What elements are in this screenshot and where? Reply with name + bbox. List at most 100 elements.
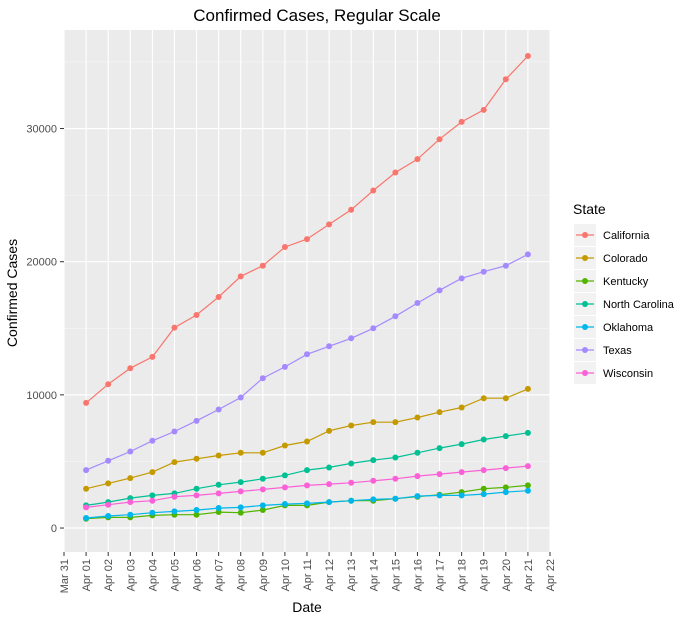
data-point: [237, 509, 244, 516]
data-point: [458, 118, 465, 125]
data-point: [392, 169, 399, 176]
data-point: [326, 427, 333, 434]
data-point: [502, 76, 509, 83]
data-point: [281, 501, 288, 508]
x-tick-label: Apr 05: [169, 559, 181, 591]
data-point: [348, 479, 355, 486]
x-tick-label: Apr 10: [280, 559, 292, 591]
data-point: [127, 475, 134, 482]
data-point: [370, 496, 377, 503]
data-point: [436, 471, 443, 478]
x-tick-label: Apr 03: [125, 559, 137, 591]
data-point: [524, 251, 531, 258]
data-point: [149, 437, 156, 444]
x-tick-label: Apr 12: [324, 559, 336, 591]
data-point: [127, 511, 134, 518]
data-point: [171, 428, 178, 435]
data-point: [480, 106, 487, 113]
data-point: [259, 502, 266, 509]
data-point: [281, 442, 288, 449]
data-point: [171, 508, 178, 515]
data-point: [259, 449, 266, 456]
data-point: [304, 482, 310, 489]
data-point: [502, 484, 509, 491]
legend-label: Kentucky: [603, 276, 649, 288]
data-point: [215, 490, 222, 497]
data-point: [502, 262, 509, 269]
legend-point: [582, 255, 588, 261]
data-point: [149, 492, 156, 499]
data-point: [436, 136, 443, 143]
data-point: [502, 465, 509, 472]
data-point: [83, 485, 90, 492]
x-tick-label: Apr 08: [236, 559, 248, 591]
x-tick-label: Apr 14: [368, 559, 380, 591]
data-point: [259, 486, 266, 493]
data-point: [237, 488, 244, 495]
chart-title: Confirmed Cases, Regular Scale: [193, 6, 441, 25]
data-point: [281, 363, 288, 370]
data-point: [237, 479, 244, 486]
data-point: [281, 484, 288, 491]
legend-point: [582, 347, 588, 353]
data-point: [105, 513, 112, 520]
data-point: [259, 475, 266, 482]
data-point: [259, 507, 266, 514]
data-point: [237, 273, 244, 280]
data-point: [171, 459, 178, 466]
data-point: [414, 299, 421, 306]
data-point: [414, 449, 421, 456]
legend-label: Wisconsin: [603, 368, 653, 380]
y-axis: 0 10000 20000 30000: [26, 124, 64, 535]
data-point: [193, 492, 200, 499]
data-point: [193, 417, 200, 424]
x-tick-label: Apr 16: [412, 559, 424, 591]
data-point: [524, 429, 531, 436]
data-point: [193, 511, 200, 518]
data-point: [524, 463, 531, 470]
y-axis-title: Confirmed Cases: [4, 239, 20, 347]
data-point: [105, 381, 112, 388]
data-point: [480, 491, 487, 498]
data-point: [414, 493, 421, 500]
data-point: [436, 492, 443, 499]
y-tick-label: 0: [51, 523, 57, 535]
data-point: [281, 244, 288, 251]
data-point: [392, 419, 399, 426]
data-point: [480, 436, 487, 443]
data-point: [392, 313, 399, 320]
x-axis: Mar 31 Apr 01 Apr 02 Apr 03 Apr 04 Apr 05 Apr …: [59, 552, 557, 593]
data-point: [480, 395, 487, 402]
data-point: [392, 475, 399, 482]
x-tick-label: Apr 09: [258, 559, 270, 591]
x-axis-title: Date: [292, 599, 322, 615]
legend-label: Texas: [603, 345, 632, 357]
legend-item-kentucky: Kentucky: [574, 270, 649, 292]
data-point: [458, 275, 465, 282]
legend-label: Oklahoma: [603, 322, 654, 334]
data-point: [326, 343, 333, 350]
data-point: [348, 497, 355, 504]
legend-item-oklahoma: Oklahoma: [574, 316, 654, 338]
legend-item-north-carolina: North Carolina: [574, 293, 675, 315]
data-point: [259, 262, 266, 269]
data-point: [215, 406, 222, 413]
data-point: [171, 324, 178, 331]
data-point: [502, 395, 509, 402]
data-point: [370, 419, 377, 426]
data-point: [193, 455, 200, 462]
y-tick-label: 10000: [26, 390, 57, 402]
data-point: [237, 504, 244, 511]
legend-point: [582, 370, 588, 376]
data-point: [105, 480, 112, 487]
data-point: [127, 448, 134, 455]
data-point: [281, 472, 288, 479]
series-layer: [83, 52, 531, 522]
legend-point: [582, 301, 588, 307]
data-point: [458, 404, 465, 411]
data-point: [524, 385, 531, 392]
data-point: [326, 481, 333, 488]
data-point: [149, 509, 156, 516]
data-point: [127, 365, 134, 372]
